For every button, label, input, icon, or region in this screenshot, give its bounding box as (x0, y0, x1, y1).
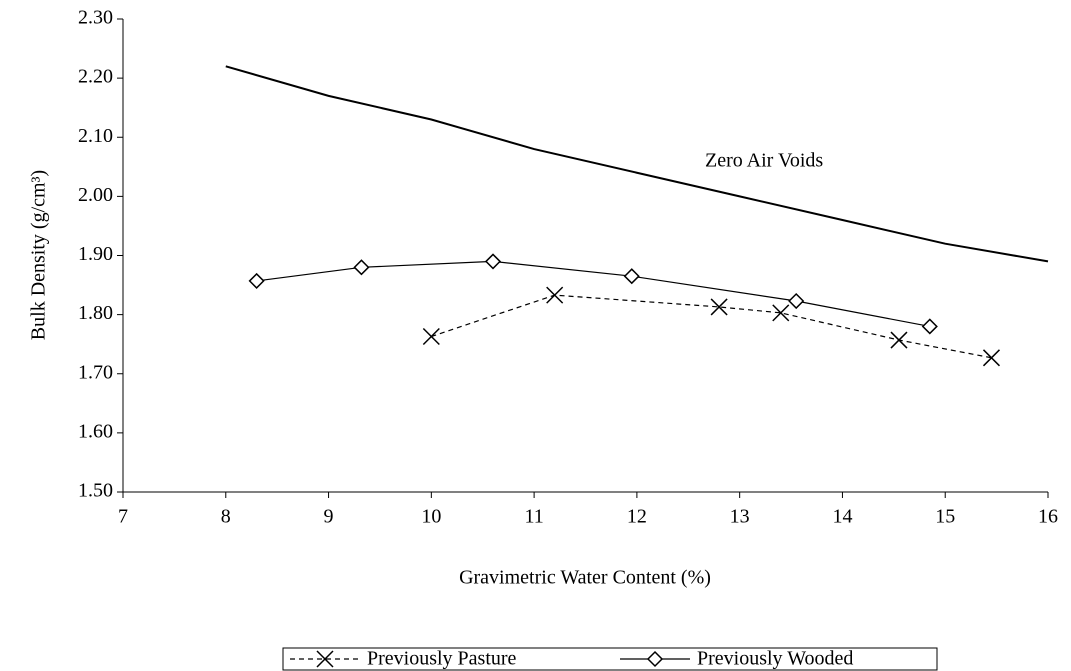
point (788, 292, 805, 310)
x-tick-label: 14 (832, 506, 852, 528)
point (982, 349, 1001, 367)
point (353, 259, 370, 276)
x-tick-label: 11 (524, 506, 543, 528)
x-tick-label: 12 (627, 506, 647, 528)
point (710, 298, 728, 316)
point (772, 304, 790, 322)
y-tick-label: 2.20 (78, 66, 113, 88)
legend-label: Previously Wooded (697, 648, 853, 670)
y-tick-label: 1.50 (78, 480, 113, 502)
y-axis-label: Bulk Density (g/cm³) (28, 170, 50, 340)
series-line (256, 260, 930, 328)
x-tick-label: 9 (324, 506, 334, 528)
legend-marker (646, 650, 664, 668)
reference-line-label: Zero Air Voids (705, 150, 823, 172)
y-tick-label: 1.60 (78, 420, 113, 442)
x-tick-label: 8 (221, 506, 231, 528)
legend-box (282, 647, 938, 671)
y-tick-label: 1.90 (78, 243, 113, 265)
point (890, 331, 908, 349)
x-tick-label: 16 (1038, 506, 1058, 528)
legend-label: Previously Pasture (367, 648, 517, 670)
y-tick-label: 2.00 (78, 184, 113, 206)
y-tick-label: 1.70 (78, 361, 113, 383)
x-tick-label: 10 (421, 506, 441, 528)
point (546, 286, 564, 304)
x-tick-label: 7 (118, 506, 128, 528)
x-axis-label: Gravimetric Water Content (%) (459, 567, 711, 589)
point (921, 318, 938, 335)
point (623, 268, 640, 285)
y-tick-label: 2.30 (78, 7, 113, 29)
x-tick-label: 15 (935, 506, 955, 528)
zero-air-voids-line (225, 65, 1049, 263)
y-tick-label: 2.10 (78, 125, 113, 147)
point (484, 253, 502, 270)
series-line (431, 294, 992, 359)
legend-marker (316, 650, 334, 668)
point (248, 272, 265, 289)
y-tick-label: 1.80 (78, 302, 113, 324)
x-tick-label: 13 (730, 506, 750, 528)
point (422, 327, 440, 346)
